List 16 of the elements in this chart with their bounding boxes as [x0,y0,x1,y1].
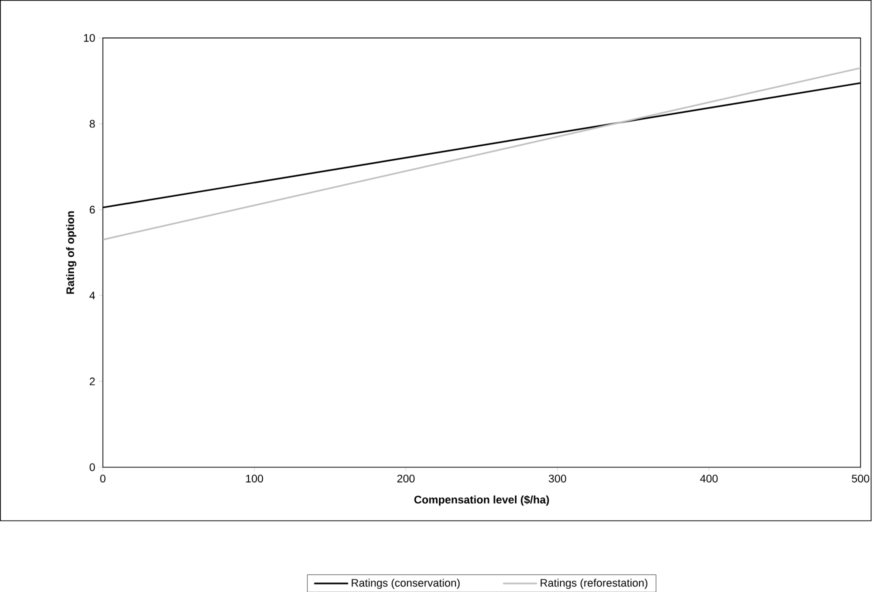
legend-label: Ratings (conservation) [352,578,460,589]
x-tick-label: 200 [397,474,415,482]
y-tick-label: 8 [90,120,95,128]
y-axis-title: Rating of option [66,211,76,294]
y-tick-label: 0 [90,463,95,471]
x-tick-label: 300 [548,474,566,482]
legend-label: Ratings (reforestation) [540,578,648,589]
y-tick-label: 10 [84,34,95,42]
x-tick-label: 0 [100,474,106,482]
x-axis-title: Compensation level ($/ha) [414,495,549,506]
x-tick-label: 400 [700,474,718,482]
y-tick-label: 2 [90,377,95,386]
y-tick-label: 4 [89,292,95,300]
y-tick-label: 6 [90,206,95,214]
x-tick-label: 500 [852,474,870,482]
x-tick-label: 100 [246,474,264,482]
